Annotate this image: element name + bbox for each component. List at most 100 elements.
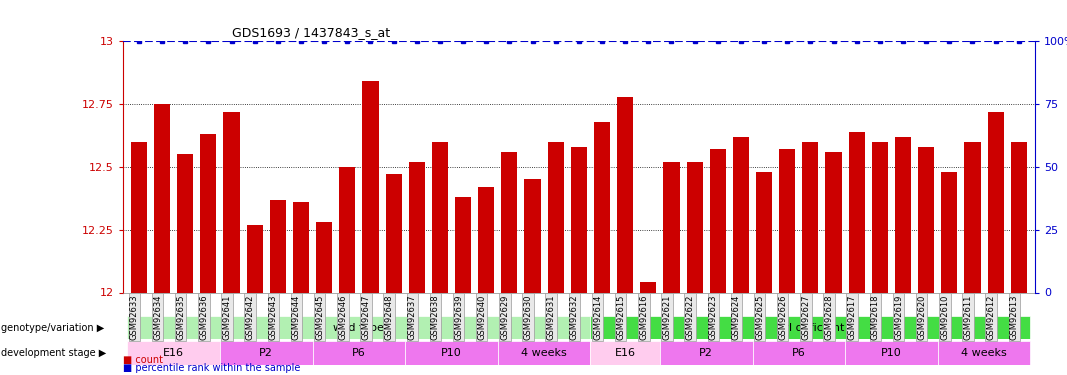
Text: GSM92630: GSM92630 (524, 294, 532, 340)
Bar (757, 172, 773, 292)
Text: P6: P6 (792, 348, 806, 358)
Bar (895, 137, 911, 292)
Bar (845, 341, 938, 364)
Bar (590, 316, 1031, 339)
Bar (220, 341, 313, 364)
Text: E16: E16 (163, 348, 185, 358)
Bar (659, 341, 752, 364)
Text: GSM92614: GSM92614 (593, 294, 602, 340)
Bar (918, 147, 935, 292)
Bar (802, 142, 818, 292)
Bar (826, 152, 842, 292)
Text: GSM92643: GSM92643 (269, 294, 277, 340)
Bar (478, 187, 494, 292)
Text: GSM92635: GSM92635 (176, 294, 186, 340)
Text: P2: P2 (259, 348, 273, 358)
Text: GSM92641: GSM92641 (223, 294, 232, 340)
Text: GSM92616: GSM92616 (639, 294, 649, 340)
Text: GSM92629: GSM92629 (500, 294, 509, 340)
Text: GSM92619: GSM92619 (894, 294, 903, 340)
Bar (292, 202, 309, 292)
Bar (965, 142, 981, 292)
Text: GSM92640: GSM92640 (477, 294, 487, 340)
Text: P6: P6 (352, 348, 366, 358)
Bar (872, 142, 888, 292)
Text: GSM92625: GSM92625 (755, 294, 764, 340)
Bar (405, 341, 498, 364)
Bar (246, 225, 262, 292)
Text: GSM92642: GSM92642 (245, 294, 255, 340)
Text: GSM92624: GSM92624 (732, 294, 740, 340)
Bar (432, 142, 448, 292)
Text: ■ percentile rank within the sample: ■ percentile rank within the sample (123, 363, 300, 373)
Text: GSM92632: GSM92632 (570, 294, 578, 340)
Text: GSM92610: GSM92610 (940, 294, 950, 340)
Text: wild type: wild type (334, 323, 384, 333)
Text: GSM92646: GSM92646 (338, 294, 347, 340)
Text: GSM92648: GSM92648 (384, 294, 394, 340)
Text: GSM92615: GSM92615 (616, 294, 625, 340)
Text: GSM92613: GSM92613 (1009, 294, 1019, 340)
Bar (455, 197, 472, 292)
Bar (270, 200, 286, 292)
Bar (664, 162, 680, 292)
Text: GSM92639: GSM92639 (455, 294, 463, 340)
Text: GSM92647: GSM92647 (362, 294, 370, 340)
Bar (339, 167, 355, 292)
Bar (848, 132, 865, 292)
Bar (409, 162, 425, 292)
Bar (710, 149, 726, 292)
Bar (547, 142, 563, 292)
Text: GSM92627: GSM92627 (801, 294, 811, 340)
Bar (127, 341, 220, 364)
Bar (779, 149, 795, 292)
Bar (316, 222, 332, 292)
Bar (938, 341, 1031, 364)
Text: GSM92611: GSM92611 (964, 294, 972, 340)
Bar (571, 147, 587, 292)
Bar (385, 174, 401, 292)
Text: genotype/variation ▶: genotype/variation ▶ (1, 323, 105, 333)
Bar (154, 104, 170, 292)
Text: GSM92631: GSM92631 (546, 294, 556, 340)
Bar (617, 96, 633, 292)
Text: ■ count: ■ count (123, 356, 162, 365)
Text: GSM92628: GSM92628 (825, 294, 833, 340)
Text: GSM92634: GSM92634 (153, 294, 162, 340)
Text: 4 weeks: 4 weeks (522, 348, 567, 358)
Bar (525, 180, 541, 292)
Bar (988, 112, 1004, 292)
Bar (201, 134, 217, 292)
Bar (1010, 142, 1026, 292)
Text: E16: E16 (615, 348, 636, 358)
Text: GSM92633: GSM92633 (130, 294, 139, 340)
Text: 4 weeks: 4 weeks (961, 348, 1007, 358)
Text: GSM92617: GSM92617 (847, 294, 857, 340)
Bar (131, 142, 147, 292)
Text: Nrl deficient: Nrl deficient (776, 323, 845, 333)
Bar (686, 162, 703, 292)
Bar (590, 341, 659, 364)
Text: GSM92638: GSM92638 (431, 294, 440, 340)
Bar (501, 152, 517, 292)
Bar (752, 341, 845, 364)
Bar (363, 81, 379, 292)
Text: P10: P10 (881, 348, 902, 358)
Bar (498, 341, 590, 364)
Text: GSM92621: GSM92621 (663, 294, 671, 340)
Text: GSM92637: GSM92637 (408, 294, 417, 340)
Bar (594, 122, 610, 292)
Text: GSM92626: GSM92626 (778, 294, 787, 340)
Bar (313, 341, 405, 364)
Text: P2: P2 (699, 348, 713, 358)
Text: GDS1693 / 1437843_s_at: GDS1693 / 1437843_s_at (233, 26, 391, 39)
Text: GSM92644: GSM92644 (292, 294, 301, 340)
Text: development stage ▶: development stage ▶ (1, 348, 107, 358)
Text: GSM92636: GSM92636 (200, 294, 208, 340)
Bar (223, 112, 240, 292)
Bar (640, 282, 656, 292)
Text: GSM92645: GSM92645 (315, 294, 324, 340)
Text: P10: P10 (441, 348, 462, 358)
Bar (127, 316, 590, 339)
Bar (941, 172, 957, 292)
